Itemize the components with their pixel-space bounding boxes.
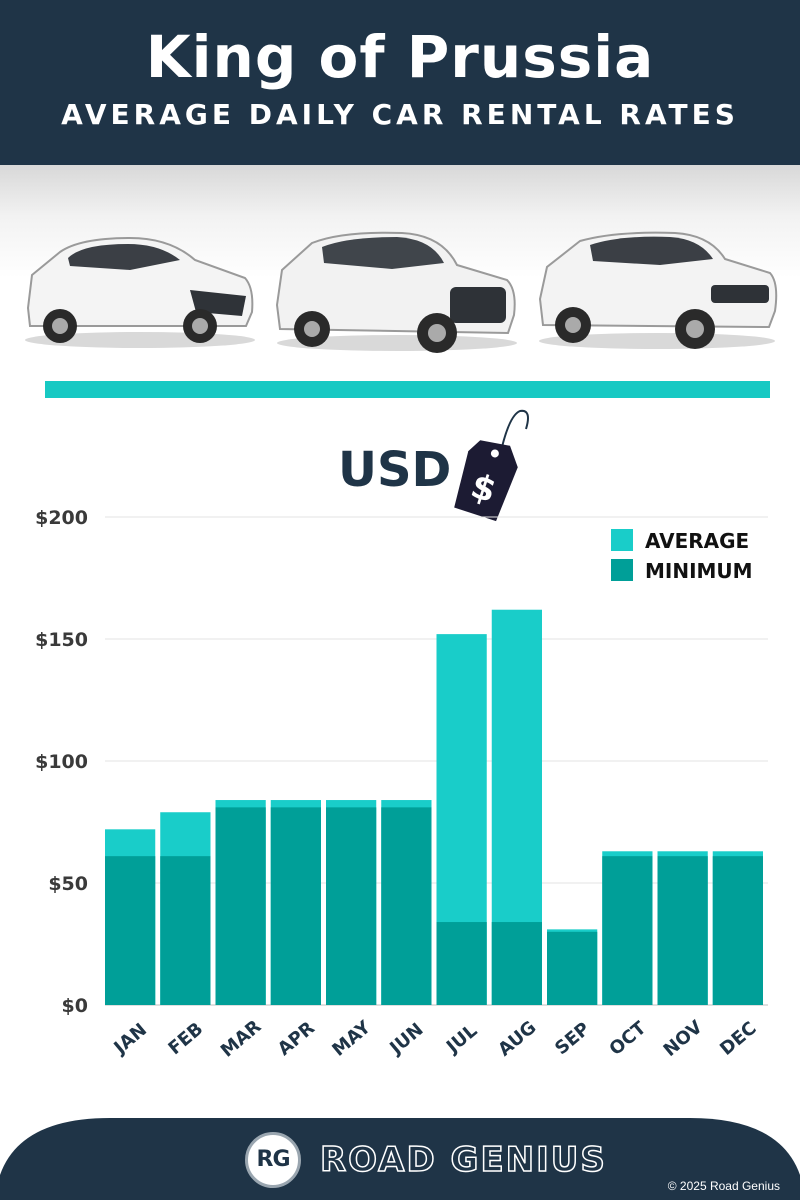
hatchback-car-icon — [25, 236, 255, 348]
footer-banner — [0, 1118, 800, 1200]
x-tick-label: MAR — [217, 1016, 266, 1062]
legend: AVERAGE MINIMUM — [611, 529, 753, 583]
y-tick-label: $0 — [62, 995, 88, 1017]
bar-minimum-sep — [547, 931, 598, 1005]
bar-minimum-may — [326, 807, 377, 1005]
x-tick-label: AUG — [494, 1017, 540, 1061]
luxury-suv-car-icon — [538, 231, 778, 349]
header-banner: King of Prussia AVERAGE DAILY CAR RENTAL… — [0, 0, 800, 165]
x-tick-label: JUL — [441, 1020, 481, 1058]
x-tick-label: JUN — [385, 1019, 428, 1060]
x-tick-label: JAN — [109, 1019, 151, 1059]
accent-divider — [45, 381, 770, 398]
rental-rates-chart: $0 $50 $100 $150 $200 JAN FEB MAR APR MAY JUN JUL A… — [35, 507, 768, 1062]
bar-minimum-jul — [436, 922, 487, 1005]
brand-name: ROAD GENIUS — [319, 1139, 607, 1181]
y-tick-label: $50 — [48, 873, 88, 895]
bar-minimum-mar — [215, 807, 266, 1005]
bar-minimum-jan — [105, 856, 156, 1005]
x-tick-label: DEC — [716, 1018, 760, 1060]
bar-minimum-aug — [491, 922, 542, 1005]
bar-minimum-feb — [160, 856, 211, 1005]
y-axis-ticks: $0 $50 $100 $150 $200 — [35, 507, 88, 1017]
legend-swatch-average — [611, 529, 633, 551]
page-title: King of Prussia — [145, 23, 655, 91]
copyright-text: © 2025 Road Genius — [667, 1179, 780, 1193]
legend-label-minimum: MINIMUM — [645, 559, 753, 583]
y-tick-label: $150 — [35, 629, 88, 651]
x-axis-ticks: JAN FEB MAR APR MAY JUN JUL AUG SEP OCT NOV DEC — [109, 1016, 761, 1062]
x-tick-label: FEB — [164, 1018, 207, 1059]
cars-banner — [0, 165, 800, 370]
legend-label-average: AVERAGE — [645, 529, 749, 553]
bar-minimum-jun — [381, 807, 432, 1005]
bar-minimum-nov — [657, 856, 708, 1005]
x-tick-label: NOV — [660, 1017, 707, 1061]
currency-label: USD — [338, 442, 452, 498]
x-tick-label: SEP — [551, 1018, 594, 1059]
x-tick-label: MAY — [328, 1016, 375, 1060]
bar-minimum-apr — [270, 807, 321, 1005]
bars — [105, 609, 763, 1005]
suv-car-icon — [275, 231, 517, 353]
x-tick-label: APR — [274, 1017, 319, 1060]
road-genius-logo: RG — [245, 1132, 301, 1188]
bar-minimum-dec — [712, 856, 763, 1005]
y-tick-label: $200 — [35, 507, 88, 529]
x-tick-label: OCT — [605, 1017, 650, 1060]
dollar-price-tag-icon: $ — [454, 409, 529, 522]
page-subtitle: AVERAGE DAILY CAR RENTAL RATES — [61, 98, 739, 131]
bar-minimum-oct — [602, 856, 653, 1005]
legend-swatch-minimum — [611, 559, 633, 581]
y-tick-label: $100 — [35, 751, 88, 773]
